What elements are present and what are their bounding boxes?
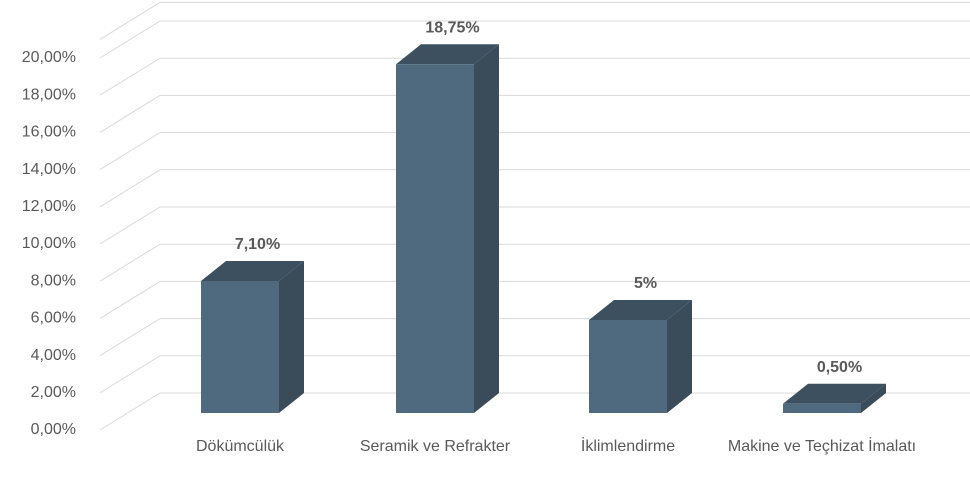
bar <box>396 44 499 413</box>
bar-front <box>201 280 279 413</box>
data-label: 0,50% <box>817 359 862 376</box>
y-tick-label: 14,00% <box>22 161 76 178</box>
y-tick-label: 4,00% <box>31 347 76 364</box>
grid-line <box>99 57 970 96</box>
bar <box>201 260 304 413</box>
bar-front <box>783 403 861 413</box>
bar-side <box>279 260 304 413</box>
bar-side <box>667 300 692 413</box>
bar-top <box>783 383 886 404</box>
bar <box>783 383 886 413</box>
y-tick-label: 8,00% <box>31 272 76 289</box>
y-tick-label: 20,00% <box>22 49 76 66</box>
bar-top <box>589 300 692 320</box>
grid-line <box>99 318 970 357</box>
y-tick-label: 18,00% <box>22 86 76 103</box>
x-tick-label: Dökümcülük <box>195 438 285 455</box>
data-label: 18,75% <box>425 19 479 36</box>
bar-front <box>396 64 474 413</box>
grid-line <box>99 392 970 431</box>
grid-line <box>99 1 970 40</box>
bar-side <box>474 44 499 413</box>
x-tick-label: İklimlendirme <box>580 438 676 455</box>
x-tick-label: Seramik ve Refrakter <box>359 438 511 455</box>
bar-side <box>861 383 886 413</box>
bar <box>589 300 692 413</box>
y-tick-label: 2,00% <box>31 384 76 401</box>
y-tick-label: 6,00% <box>31 310 76 327</box>
grid-line <box>99 206 970 245</box>
x-tick-label: Makine ve Teçhizat İmalatı <box>727 438 917 455</box>
grid-line <box>99 20 970 59</box>
bar-top <box>396 44 499 65</box>
bar-top <box>201 260 304 281</box>
grid-line <box>99 243 970 282</box>
data-label: 7,10% <box>235 236 280 253</box>
grid-line <box>99 355 970 394</box>
grid-line <box>99 132 970 171</box>
y-tick-label: 12,00% <box>22 198 76 215</box>
data-label: 5% <box>634 275 657 292</box>
y-tick-label: 16,00% <box>22 124 76 141</box>
grid-line <box>99 94 970 133</box>
grid-line <box>99 280 970 319</box>
bar-front <box>589 320 667 413</box>
y-tick-label: 0,00% <box>31 421 76 438</box>
grid-line <box>99 169 970 208</box>
y-tick-label: 10,00% <box>22 235 76 252</box>
